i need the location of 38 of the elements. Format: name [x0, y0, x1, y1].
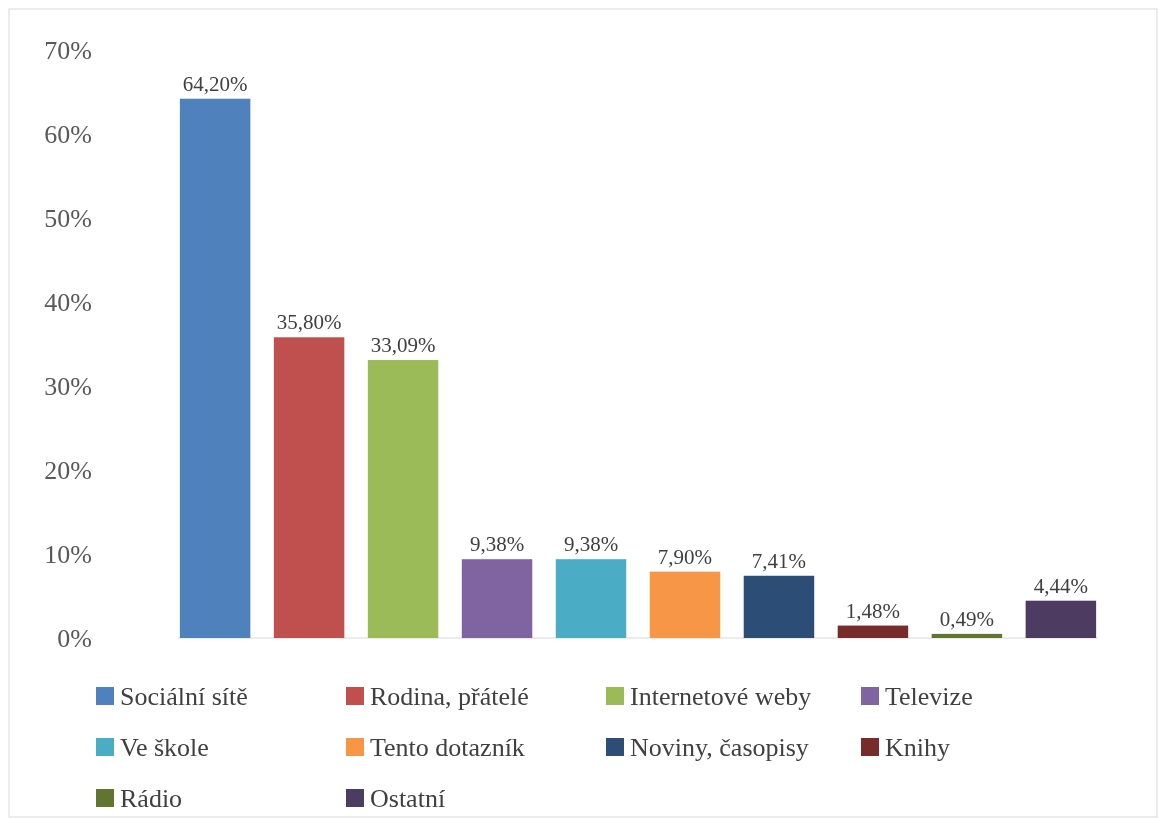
bar	[367, 360, 439, 638]
y-tick-label: 40%	[44, 287, 92, 317]
legend-label: Ve škole	[120, 732, 209, 762]
data-label: 0,49%	[939, 606, 995, 631]
data-label: 64,20%	[182, 71, 248, 96]
y-tick-label: 30%	[44, 371, 92, 401]
data-label: 4,44%	[1033, 573, 1089, 598]
data-label: 35,80%	[276, 310, 342, 335]
bar	[649, 571, 721, 638]
data-label: 7,41%	[751, 548, 807, 573]
legend-label: Knihy	[885, 732, 950, 762]
legend-label: Noviny, časopisy	[630, 732, 809, 762]
bar	[837, 625, 909, 638]
bar	[461, 559, 533, 638]
bar	[1025, 600, 1097, 638]
data-label: 9,38%	[469, 532, 525, 557]
data-label: 1,48%	[845, 598, 901, 623]
bar	[931, 633, 1003, 638]
y-tick-label: 60%	[44, 119, 92, 149]
bar	[179, 98, 251, 638]
legend-label: Tento dotazník	[370, 732, 525, 762]
legend-label: Ostatní	[370, 783, 446, 813]
data-label: 9,38%	[563, 532, 619, 557]
data-label: 7,90%	[657, 544, 713, 569]
y-tick-label: 20%	[44, 455, 92, 485]
bar	[273, 337, 345, 638]
legend-label: Sociální sítě	[120, 681, 248, 711]
y-tick-label: 10%	[44, 539, 92, 569]
data-label: 33,09%	[370, 333, 436, 358]
y-tick-label: 0%	[57, 623, 92, 653]
bar	[743, 575, 815, 638]
legend-label: Televize	[885, 681, 973, 711]
y-tick-label: 50%	[44, 203, 92, 233]
bar	[555, 559, 627, 638]
legend-label: Rodina, přátelé	[370, 681, 529, 711]
y-tick-label: 70%	[44, 35, 92, 65]
legend-label: Rádio	[120, 783, 183, 813]
legend-label: Internetové weby	[630, 681, 812, 711]
